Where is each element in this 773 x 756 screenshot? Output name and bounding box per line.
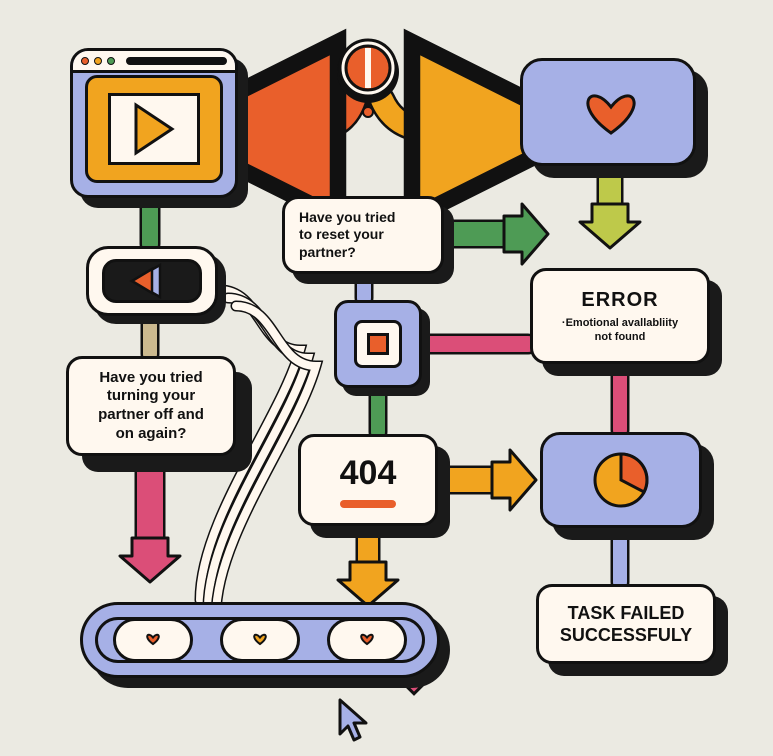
browser-body bbox=[85, 75, 223, 183]
error-subtitle: ·Emotional avallabliity not found bbox=[547, 317, 693, 345]
heart-icon bbox=[137, 624, 169, 656]
window-dot bbox=[107, 57, 115, 65]
stage: Have you tried to reset your partner? ERR… bbox=[0, 0, 773, 756]
square-core bbox=[367, 333, 390, 356]
pie-card bbox=[540, 432, 702, 528]
error-title: ERROR bbox=[547, 288, 693, 313]
heart-icon bbox=[351, 624, 383, 656]
reset_partner-card: Have you tried to reset your partner? bbox=[282, 196, 444, 274]
conveyor-slot bbox=[327, 618, 407, 662]
square-node bbox=[334, 300, 422, 388]
prev-button[interactable] bbox=[86, 246, 218, 316]
pie-icon bbox=[586, 445, 656, 515]
square-ring bbox=[354, 320, 402, 368]
play-frame bbox=[108, 93, 200, 164]
prev-inner bbox=[102, 259, 203, 304]
404-title: 404 bbox=[315, 452, 421, 495]
conveyor-slot bbox=[220, 618, 300, 662]
task_failed-text: TASK FAILED SUCCESSFULY bbox=[553, 602, 699, 647]
off_on-card: Have you tried turning your partner off … bbox=[66, 356, 236, 456]
n404-card: 404 bbox=[298, 434, 438, 526]
error-card: ERROR ·Emotional avallabliity not found bbox=[530, 268, 710, 364]
url-bar bbox=[126, 57, 227, 65]
conveyor bbox=[80, 602, 440, 678]
task_failed-card: TASK FAILED SUCCESSFULY bbox=[536, 584, 716, 664]
404-bar bbox=[340, 500, 396, 508]
browser-window bbox=[70, 48, 238, 198]
heart-icon bbox=[523, 61, 699, 169]
window-dot bbox=[81, 57, 89, 65]
heart-icon bbox=[244, 624, 276, 656]
reset_partner-text: Have you tried to reset your partner? bbox=[299, 209, 427, 262]
window-dot bbox=[94, 57, 102, 65]
off_on-text: Have you tried turning your partner off … bbox=[83, 369, 219, 444]
conveyor-slot bbox=[113, 618, 193, 662]
browser-titlebar bbox=[73, 51, 235, 73]
heart-card bbox=[520, 58, 696, 166]
